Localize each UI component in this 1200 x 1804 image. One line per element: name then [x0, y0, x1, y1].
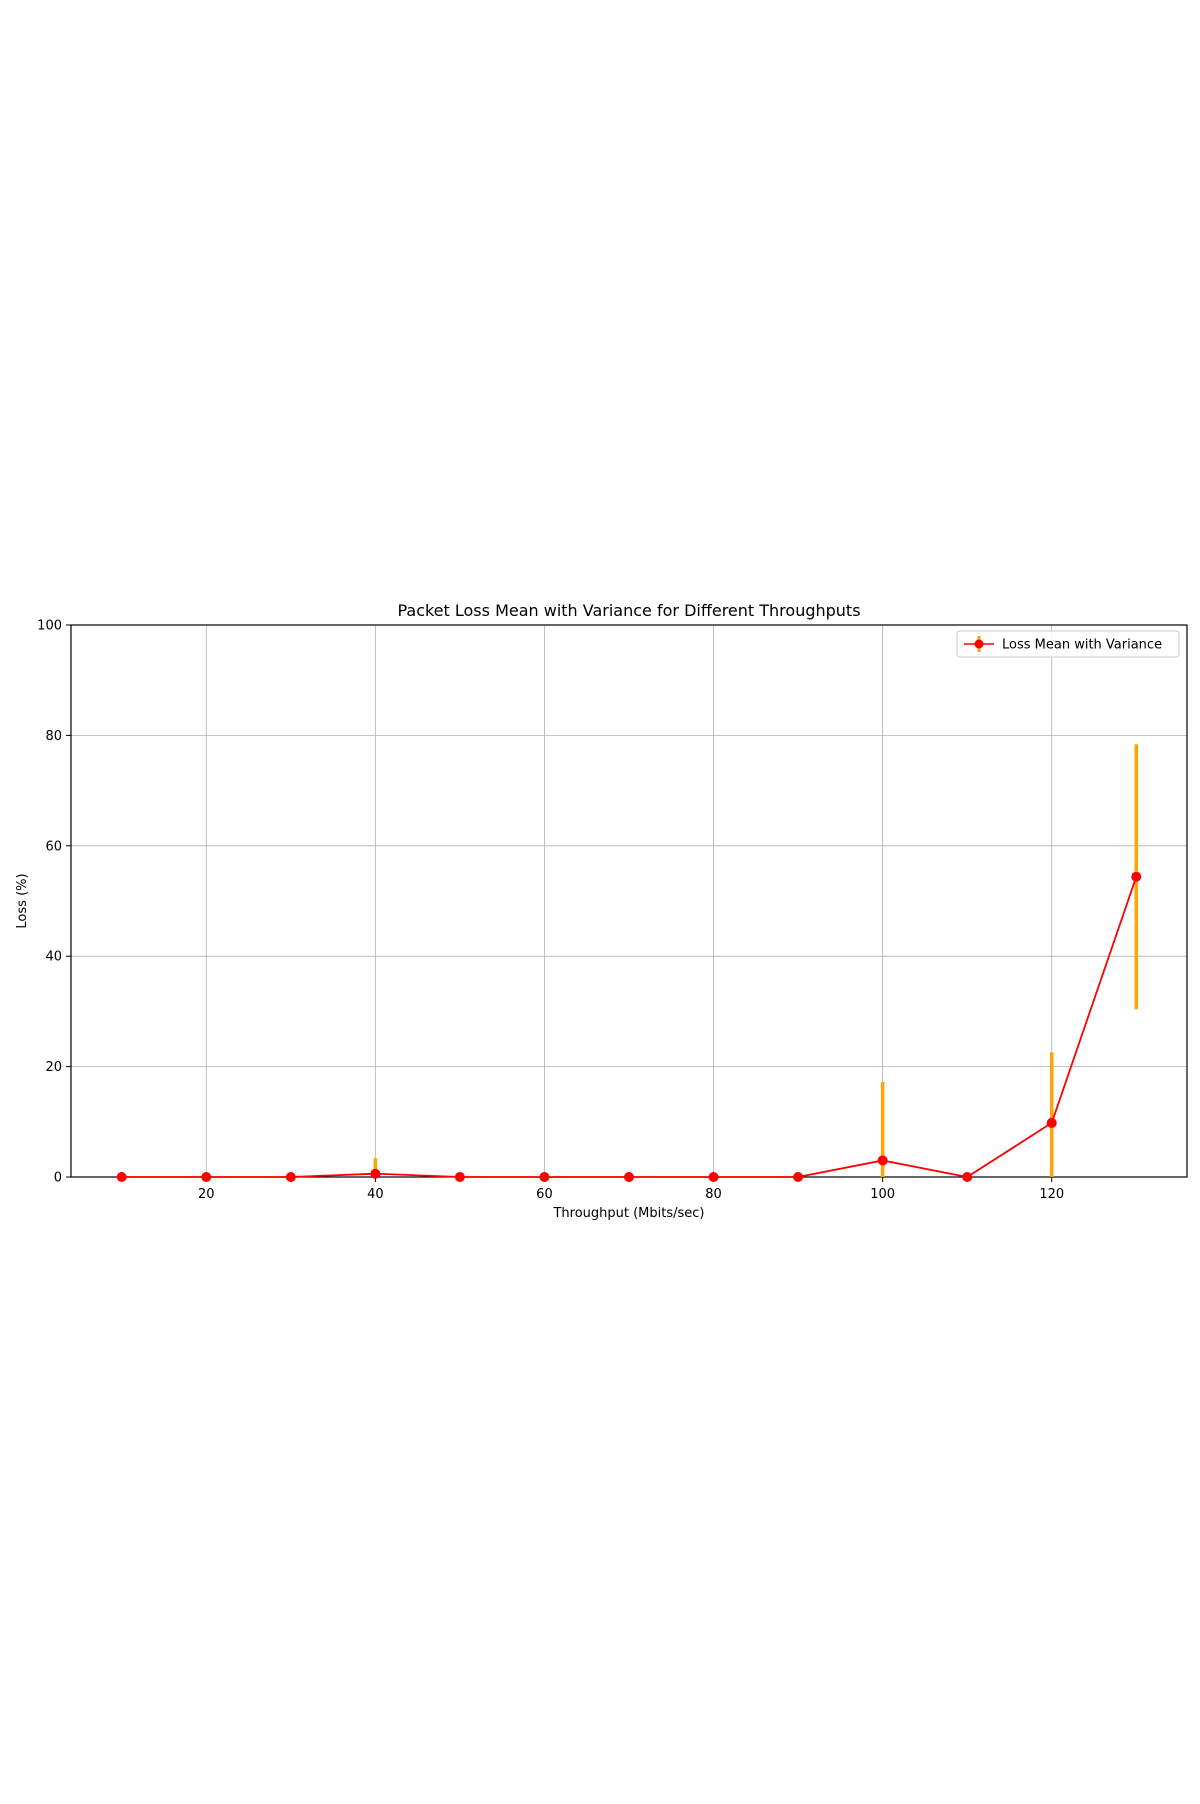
y-tick-label: 80: [45, 729, 62, 744]
data-point: [624, 1172, 634, 1182]
x-tick-label: 80: [705, 1187, 722, 1202]
data-points: [116, 871, 1142, 1182]
legend: Loss Mean with Variance: [956, 630, 1180, 658]
x-tick-label: 120: [1039, 1187, 1064, 1202]
legend-box: [956, 630, 1180, 658]
data-point: [708, 1172, 719, 1182]
axis-ticks: 20 40 60 80 100 120 0 20 40 60 80 100: [37, 619, 1064, 1203]
x-tick-label: 20: [198, 1187, 215, 1202]
data-point: [201, 1172, 212, 1182]
data-point: [1046, 1117, 1057, 1128]
legend-marker: [974, 639, 984, 649]
y-tick-label: 40: [45, 950, 62, 965]
legend-label: Loss Mean with Variance: [1002, 638, 1162, 653]
x-tick-label: 40: [367, 1187, 384, 1202]
grid: [71, 625, 1187, 1177]
x-axis-label: Throughput (Mbits/sec): [552, 1206, 704, 1221]
chart-title: Packet Loss Mean with Variance for Diffe…: [397, 601, 860, 620]
y-axis-label: Loss (%): [15, 873, 30, 928]
data-point: [793, 1172, 804, 1182]
data-point: [539, 1172, 550, 1182]
data-point: [285, 1172, 296, 1182]
y-tick-label: 100: [37, 619, 62, 634]
data-point: [116, 1172, 127, 1182]
data-point: [370, 1168, 381, 1179]
x-tick-label: 60: [536, 1187, 553, 1202]
y-tick-label: 60: [45, 839, 62, 854]
y-tick-label: 20: [45, 1060, 62, 1075]
x-tick-label: 100: [870, 1187, 895, 1202]
data-point: [454, 1172, 465, 1182]
data-point: [962, 1172, 973, 1182]
y-tick-label: 0: [54, 1171, 62, 1186]
data-point: [877, 1155, 888, 1166]
data-point: [1131, 871, 1142, 882]
